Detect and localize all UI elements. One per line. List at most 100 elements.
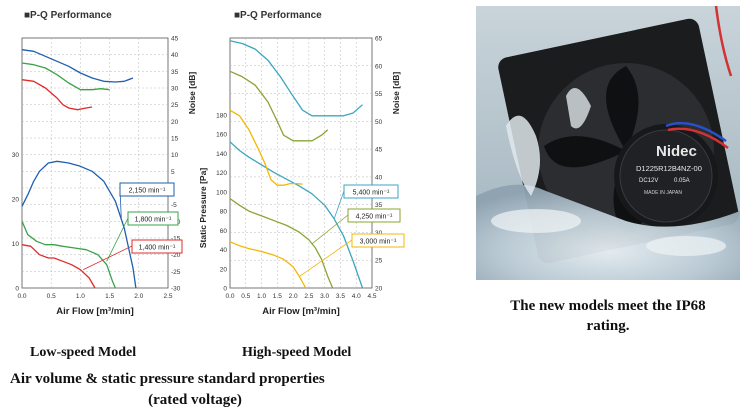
chart1-left-tick-label: 180 — [216, 112, 227, 119]
chart1-speed-label-box — [351, 233, 405, 248]
chart0-right-tick-label: 30 — [171, 86, 179, 93]
chart1-callout-line — [299, 239, 353, 277]
left-chart-heading: ■P-Q Performance — [24, 10, 112, 21]
chart0-noise-line-4 — [21, 62, 110, 91]
chart1-speed-label-box — [343, 184, 399, 199]
chart1-left-tick-label: 80 — [220, 209, 228, 216]
chart0-right-tick-label: 45 — [171, 36, 179, 43]
chart0-right-tick-label: 40 — [171, 52, 179, 59]
bottom-caption-line1: Air volume & static pressure standard pr… — [10, 371, 325, 387]
chart0-right-tick-label: 20 — [171, 119, 179, 126]
chart0-speed-label: 1,400 min⁻¹ — [139, 245, 176, 252]
chart0-noise-line-3 — [21, 49, 134, 83]
chart1-right-tick-label: 30 — [375, 230, 383, 237]
chart0-left-tick-label: 30 — [12, 152, 20, 159]
chart0-pressure-line-2 — [21, 244, 96, 289]
chart1-right-tick-label: 50 — [375, 119, 383, 126]
chart1-speed-label: 3,000 min⁻¹ — [360, 239, 397, 246]
chart0-x-tick-label: 2.0 — [134, 293, 143, 300]
chart0-right-tick-label: 35 — [171, 69, 179, 76]
chart0-x-tick-label: 1.5 — [105, 293, 114, 300]
chart1-pressure-axis-label: Static Pressure [Pa] — [198, 168, 208, 248]
chart1-x-tick-label: 3.0 — [320, 293, 329, 300]
chart1-left-tick-label: 120 — [216, 170, 227, 177]
chart1-noise-line-3 — [229, 40, 363, 117]
chart0-speed-label-box — [131, 239, 183, 254]
chart1-noise-axis-label: Noise [dB] — [391, 72, 401, 115]
chart1-right-tick-label: 40 — [375, 174, 383, 181]
chart0-left-tick-label: 0 — [15, 286, 19, 293]
chart1-pressure-line-2 — [229, 241, 307, 289]
chart1-x-tick-label: 1.5 — [273, 293, 282, 300]
fan-brand-text: Nidec — [656, 143, 697, 160]
chart0-right-tick-label: -15 — [171, 236, 181, 243]
chart1-noise-line-4 — [229, 70, 329, 142]
chart0-speed-label: 2,150 min⁻¹ — [129, 188, 166, 195]
chart0-noise-axis-label: Noise [dB] — [187, 72, 197, 115]
chart1-right-tick-label: 45 — [375, 147, 383, 154]
photo-caption-line1: The new models meet the IP68 — [510, 298, 706, 314]
left-model-caption: Low-speed Model — [30, 345, 137, 360]
chart0-right-tick-label: -25 — [171, 269, 181, 276]
chart1-right-tick-label: 20 — [375, 286, 383, 293]
chart0-x-tick-label: 1.0 — [76, 293, 85, 300]
chart1-x-axis-label: Air Flow [m³/min] — [262, 306, 340, 317]
fan-label-line1: D1225R12B4NZ-00 — [636, 164, 702, 173]
right-chart: 0.0 0.5 1.0 1.5 2.0 2.5 3.0 3.5 4.0 4.52025303540… — [198, 36, 405, 317]
chart1-x-tick-label: 3.5 — [336, 293, 345, 300]
bottom-caption-line2: (rated voltage) — [148, 392, 242, 408]
chart0-speed-label-box — [119, 182, 175, 197]
chart1-pressure-line-0 — [229, 141, 364, 289]
fan-label-line4: MADE IN JAPAN — [644, 190, 682, 196]
chart1-speed-label: 4,250 min⁻¹ — [356, 214, 393, 221]
chart0-left-tick-label: 10 — [12, 241, 20, 248]
chart1-noise-line-5 — [229, 109, 303, 186]
chart0-speed-label: 1,800 min⁻¹ — [135, 217, 172, 224]
chart1-speed-label-box — [347, 208, 401, 223]
chart1-left-tick-label: 0 — [223, 286, 227, 293]
chart1-left-tick-label: 160 — [216, 132, 227, 139]
right-model-caption: High-speed Model — [242, 345, 352, 360]
chart0-callout-line — [106, 217, 129, 262]
chart1-plot-frame — [229, 37, 373, 289]
chart0-right-tick-label: -20 — [171, 252, 181, 259]
chart1-right-tick-label: 65 — [375, 36, 383, 43]
chart0-callout-line — [83, 245, 133, 271]
chart1-right-tick-label: 25 — [375, 258, 383, 265]
chart0-right-tick-label: 5 — [171, 169, 175, 176]
chart1-left-tick-label: 20 — [220, 266, 228, 273]
right-chart-heading: ■P-Q Performance — [234, 10, 322, 21]
fan-photo: Nidec D1225R12B4NZ-00 DC12V 0.05A MADE I… — [476, 5, 740, 280]
chart1-speed-label: 5,400 min⁻¹ — [353, 190, 390, 197]
chart0-noise-line-5 — [21, 79, 93, 111]
chart0-x-tick-label: 0.5 — [47, 293, 56, 300]
left-chart: 0.00.51.01.52.02.5-30-25-20-15-10-505101… — [12, 36, 197, 318]
chart1-x-tick-label: 1.0 — [257, 293, 266, 300]
chart1-x-tick-label: 4.5 — [367, 293, 376, 300]
chart1-pressure-line-1 — [229, 198, 334, 289]
chart0-pressure-line-1 — [21, 221, 116, 289]
chart0-pressure-line-0 — [21, 160, 137, 289]
chart1-x-tick-label: 4.0 — [352, 293, 361, 300]
chart1-x-tick-label: 2.5 — [304, 293, 313, 300]
chart1-right-tick-label: 35 — [375, 202, 383, 209]
chart1-callout-line — [333, 190, 345, 219]
chart0-x-axis-label: Air Flow [m³/min] — [56, 306, 134, 317]
chart1-left-tick-label: 100 — [216, 189, 227, 196]
chart0-right-tick-label: 10 — [171, 152, 179, 159]
chart1-left-tick-label: 60 — [220, 228, 228, 235]
chart1-right-tick-label: 60 — [375, 63, 383, 70]
chart0-right-tick-label: -5 — [171, 202, 177, 209]
chart1-x-tick-label: 0.5 — [241, 293, 250, 300]
chart0-left-tick-label: 20 — [12, 197, 20, 204]
fan-illustration: Nidec D1225R12B4NZ-00 DC12V 0.05A MADE I… — [476, 5, 740, 280]
chart1-left-tick-label: 40 — [220, 247, 228, 254]
fan-label-line3: 0.05A — [674, 178, 690, 184]
chart1-x-tick-label: 0.0 — [225, 293, 234, 300]
chart1-callout-line — [311, 214, 349, 245]
chart1-right-tick-label: 55 — [375, 91, 383, 98]
fan-label-line2: DC12V — [639, 178, 658, 184]
chart0-right-tick-label: 15 — [171, 136, 179, 143]
chart0-right-tick-label: 25 — [171, 102, 179, 109]
chart0-right-tick-label: -30 — [171, 286, 181, 293]
